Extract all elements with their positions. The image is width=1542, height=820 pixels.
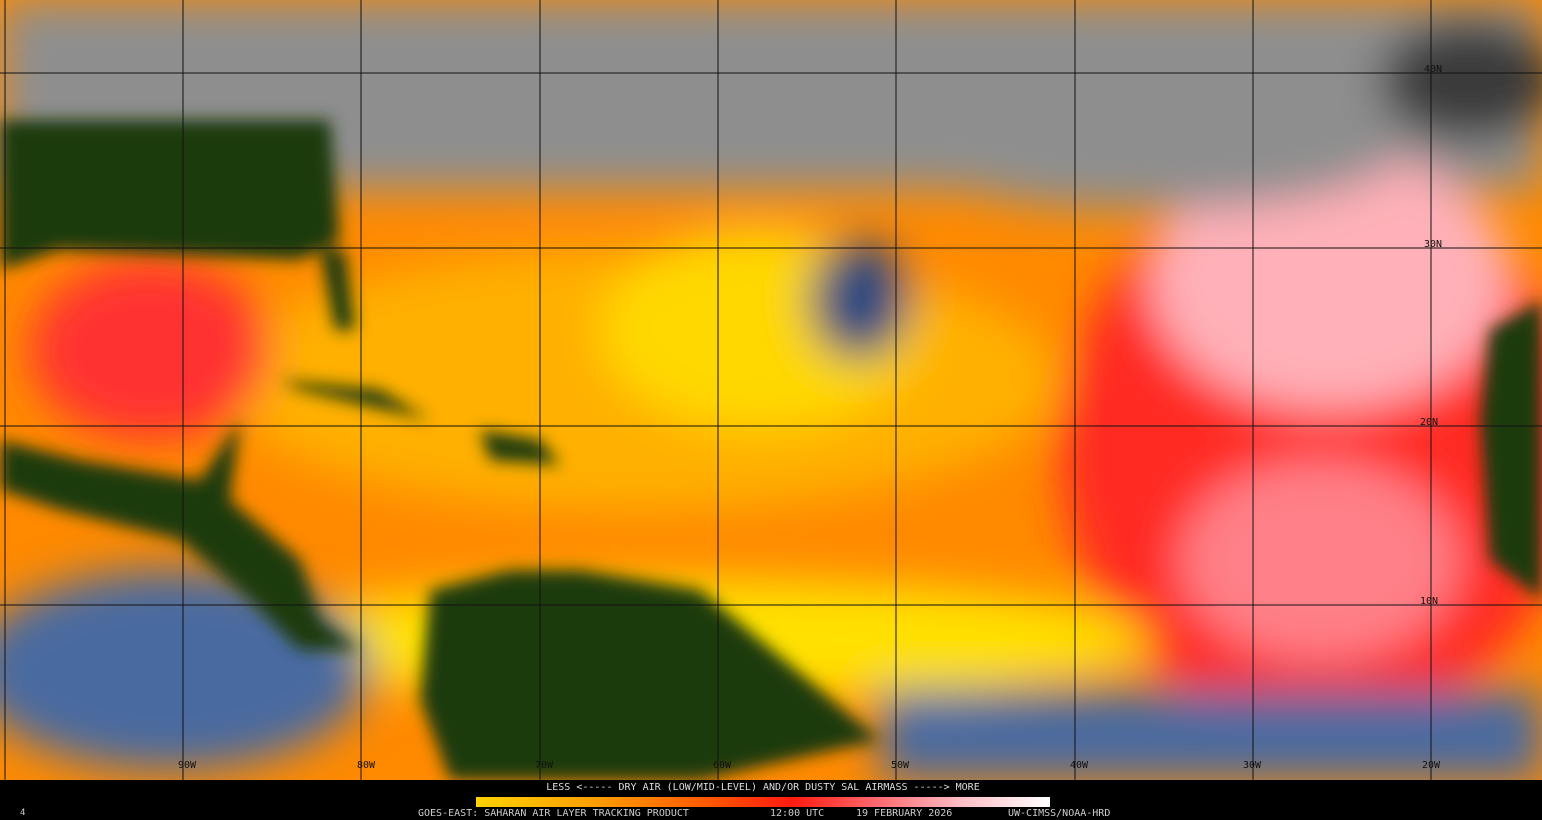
lat-label: 40N [1424, 64, 1443, 75]
sal-satellite-image [0, 0, 1542, 780]
lon-label: 90W [178, 760, 197, 771]
lon-label: 30W [1243, 760, 1262, 771]
time-label: 12:00 UTC [770, 808, 825, 819]
legend-title: LESS <----- DRY AIR (LOW/MID-LEVEL) AND/… [546, 782, 980, 793]
lon-label: 80W [357, 760, 376, 771]
lat-label: 20N [1420, 417, 1439, 428]
lon-label: 20W [1422, 760, 1441, 771]
legend-colorbar [476, 797, 1050, 807]
footer: GOES-EAST: SAHARAN AIR LAYER TRACKING PR… [0, 808, 1542, 820]
lon-label: 50W [891, 760, 910, 771]
lon-label: 40W [1070, 760, 1089, 771]
product-name: GOES-EAST: SAHARAN AIR LAYER TRACKING PR… [418, 808, 689, 819]
lon-label: 70W [535, 760, 554, 771]
credit-label: UW-CIMSS/NOAA-HRD [1008, 808, 1111, 819]
graticule [0, 0, 1542, 780]
lon-label: 60W [713, 760, 732, 771]
lat-label: 10N [1420, 596, 1439, 607]
frame-number: 4 [20, 808, 26, 818]
lat-label: 30N [1424, 239, 1443, 250]
date-label: 19 FEBRUARY 2026 [856, 808, 953, 819]
